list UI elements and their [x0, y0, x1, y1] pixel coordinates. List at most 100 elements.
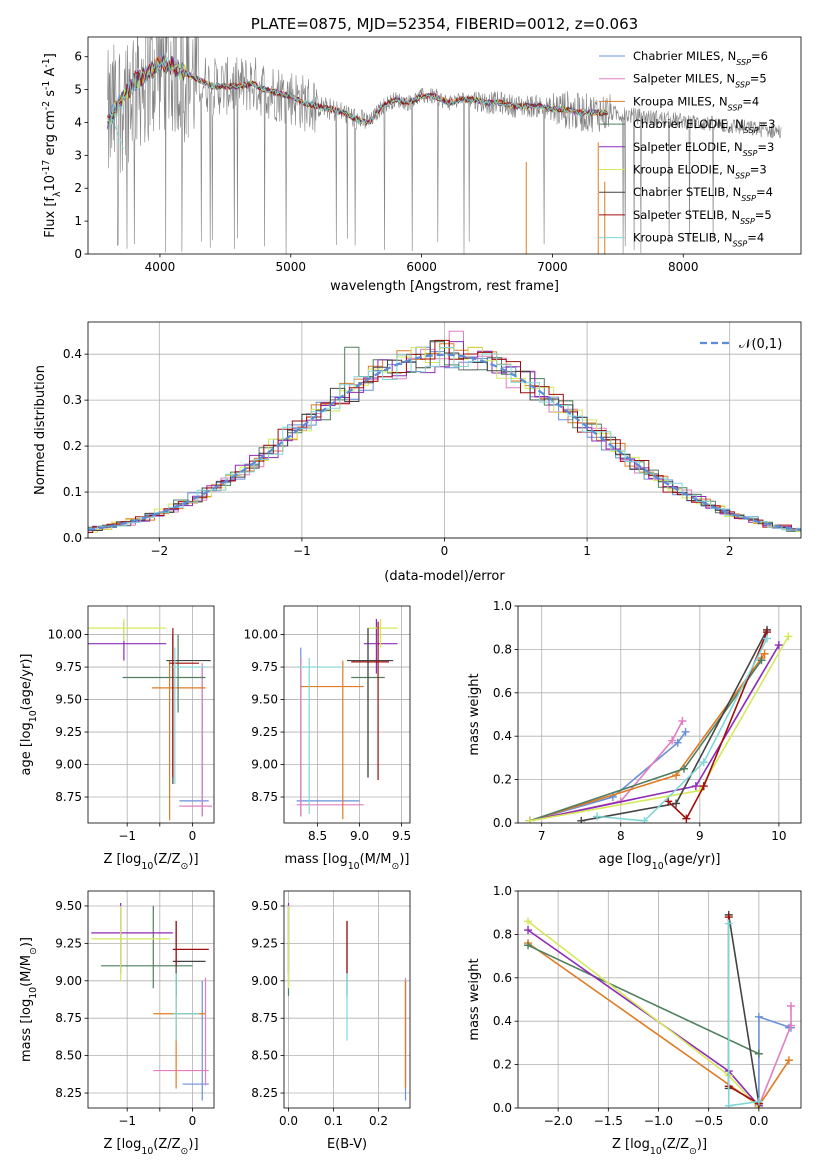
age-vs-metallicity-axes: −1 0 8.75 9.00 9.25 9.50 9.75 10.00 Z [log10(Z/Z…	[19, 605, 215, 872]
mass-vs-metallicity-axes: −1 0 8.25 8.50 8.75 9.00 9.25 9.50 Z [log10(Z/Z⊙…	[19, 890, 215, 1157]
y-tick-label: 8.75	[251, 1011, 278, 1025]
x-axis-label: Z [log10(Z/Z⊙)]	[103, 1137, 198, 1157]
mass-weight-line	[597, 638, 768, 822]
legend: Chabrier MILES, NSSP=6 Salpeter MILES, NS…	[599, 49, 775, 248]
y-tick-label: 9.25	[55, 936, 82, 950]
legend-label: 𝒩(0,1)	[739, 337, 782, 352]
mass-weight-marker	[699, 782, 708, 791]
y-tick-label: 6	[74, 50, 82, 64]
axes-decor: 8.5 9.0 9.5 8.75 9.00 9.25 9.50 9.75 10.00 mass […	[244, 605, 411, 872]
y-tick-label: 9.75	[251, 660, 278, 674]
legend-label: Salpeter STELIB, NSSP=5	[633, 208, 772, 226]
mass-weight-marker	[786, 1021, 795, 1030]
x-tick-label: −1.0	[644, 1114, 673, 1128]
axes-frame	[517, 605, 802, 824]
mass-weight-marker	[774, 641, 783, 650]
mass-weight-marker	[672, 799, 681, 808]
y-tick-label: 8.75	[55, 1011, 82, 1025]
legend-label: Salpeter MILES, NSSP=5	[633, 72, 767, 90]
plot-area	[296, 618, 398, 820]
x-tick-label: 10	[771, 829, 786, 843]
mass-weight-marker	[724, 1101, 733, 1108]
mass-weight-marker	[524, 917, 533, 926]
axes-frame	[283, 605, 411, 824]
y-tick-label: 0.6	[493, 686, 512, 700]
y-tick-label: 0.0	[63, 531, 82, 545]
legend-label: Kroupa STELIB, NSSP=4	[633, 231, 764, 249]
y-tick-label: 0	[74, 247, 82, 261]
x-tick-label: 9.5	[392, 829, 411, 843]
y-tick-label: 8.25	[251, 1086, 278, 1100]
chart-title: PLATE=0875, MJD=52354, FIBERID=0012, z=0…	[251, 15, 638, 33]
x-tick-label: 8000	[668, 260, 699, 274]
y-tick-label: 1	[74, 214, 82, 228]
y-tick-label: 8.50	[55, 1049, 82, 1063]
axes-decor: −1 0 8.25 8.50 8.75 9.00 9.25 9.50 Z [log10(Z/Z⊙…	[19, 890, 215, 1157]
x-axis-label: wavelength [Angstrom, rest frame]	[330, 279, 559, 294]
y-tick-label: 9.75	[55, 660, 82, 674]
y-tick-label: 8.75	[251, 790, 278, 804]
mass-weight-vs-age-axes: 7 8 9 10 0.0 0.2 0.4 0.6 0.8 1.0 age [log10(age/yr…	[467, 599, 802, 872]
y-tick-label: 0.2	[493, 773, 512, 787]
plot-area	[524, 910, 795, 1108]
legend-label: Salpeter ELODIE, NSSP=3	[633, 140, 774, 158]
normal-curve-line	[88, 353, 801, 531]
mass-weight-marker	[754, 1097, 763, 1106]
axes-decor: −1 0 8.75 9.00 9.25 9.50 9.75 10.00 Z [log10(Z/Z…	[19, 605, 215, 872]
y-tick-label: 2	[74, 181, 82, 195]
x-tick-label: 8.5	[308, 829, 327, 843]
y-tick-label: 9.50	[251, 899, 278, 913]
x-tick-label: 0	[189, 829, 197, 843]
x-tick-label: 9.0	[350, 829, 369, 843]
mass-weight-marker	[668, 736, 677, 745]
y-tick-label: 9.00	[251, 974, 278, 988]
legend-label: Chabrier STELIB, NSSP=4	[633, 185, 773, 203]
mass-weight-marker	[524, 941, 533, 950]
mass-weight-marker	[681, 727, 690, 736]
y-tick-label: 9.50	[55, 693, 82, 707]
y-axis-label: age [log10(age/yr)]	[19, 654, 39, 776]
y-tick-label: 0.2	[493, 1058, 512, 1072]
grid	[88, 891, 214, 1108]
x-tick-label: 0.1	[324, 1114, 343, 1128]
residual-histogram	[88, 340, 801, 533]
x-tick-label: −1	[118, 1114, 136, 1128]
mass-weight-marker	[760, 649, 769, 658]
x-tick-label: 2	[726, 544, 734, 558]
x-tick-label: 1	[583, 544, 591, 558]
y-axis-label: mass [log10(M/M⊙)]	[19, 937, 39, 1062]
y-tick-label: 10.00	[48, 628, 82, 642]
y-tick-label: 0.4	[493, 1014, 512, 1028]
mass-weight-marker	[754, 1012, 763, 1021]
y-tick-label: 0.8	[493, 927, 512, 941]
x-axis-label: Z [log10(Z/Z⊙)]	[103, 852, 198, 872]
x-tick-label: 0	[441, 544, 449, 558]
y-tick-label: 8.50	[251, 1049, 278, 1063]
y-tick-label: 8.25	[55, 1086, 82, 1100]
y-tick-label: 9.25	[251, 725, 278, 739]
x-axis-label: Z [log10(Z/Z⊙)]	[612, 1137, 707, 1157]
y-axis-label: Normed distribution	[33, 365, 48, 495]
mass-weight-marker	[672, 771, 681, 780]
mass-weight-marker	[593, 812, 602, 821]
y-axis-label: mass weight	[467, 673, 482, 755]
residual-axes: −2 −1 0 1 2 0.0 0.1 0.2 0.3 0.4 𝒩(0,1) (data-model)…	[33, 321, 802, 584]
mass-weight-marker	[784, 632, 793, 641]
mass-weight-marker	[673, 738, 682, 747]
mass-weight-marker	[763, 634, 772, 643]
mass-weight-line	[529, 731, 687, 822]
mass-weight-marker	[682, 814, 691, 823]
y-tick-label: 3	[74, 148, 82, 162]
y-tick-label: 0.1	[63, 485, 82, 499]
x-tick-label: −0.5	[694, 1114, 723, 1128]
model-spectrum-line	[107, 56, 608, 128]
y-tick-label: 1.0	[493, 599, 512, 613]
x-tick-label: −2	[150, 544, 168, 558]
y-tick-label: 0.2	[63, 439, 82, 453]
y-tick-label: 9.25	[251, 936, 278, 950]
y-tick-label: 0.3	[63, 393, 82, 407]
y-tick-label: 0.4	[493, 729, 512, 743]
x-tick-label: 9	[696, 829, 704, 843]
plot-area	[525, 625, 793, 823]
